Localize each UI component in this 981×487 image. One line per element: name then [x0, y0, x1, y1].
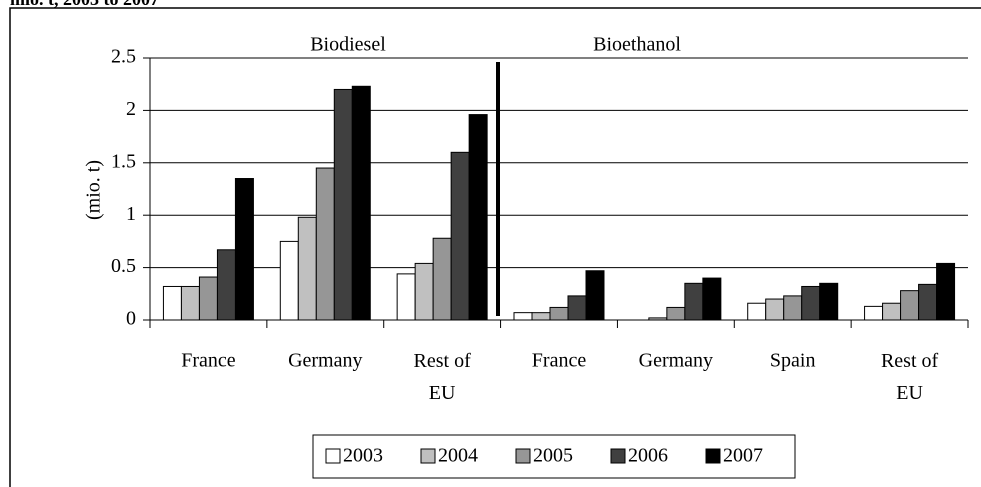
annotation: Biodiesel — [310, 34, 386, 56]
bar — [918, 283, 938, 321]
y-tick-label: 0 — [126, 308, 136, 330]
bar — [666, 306, 686, 321]
bar — [864, 305, 884, 321]
bar — [162, 285, 182, 321]
legend-label: 2004 — [438, 445, 478, 467]
bar — [702, 277, 722, 321]
bar — [549, 306, 569, 321]
chart-title: mio. t, 2003 to 2007 — [10, 0, 159, 9]
x-tick-label: France — [532, 350, 587, 372]
bar — [531, 312, 551, 321]
bar — [513, 312, 533, 321]
legend-label: 2005 — [533, 445, 573, 467]
legend-swatch — [420, 448, 436, 464]
x-tick-label: Germany — [639, 350, 713, 372]
bar — [585, 270, 605, 321]
bar — [468, 114, 488, 321]
legend-swatch — [610, 448, 626, 464]
bar — [432, 237, 452, 321]
x-tick-label: Germany — [288, 350, 362, 372]
frame — [9, 7, 981, 487]
bar — [783, 295, 803, 321]
bar — [819, 282, 839, 321]
bar — [198, 276, 218, 321]
annotation: Bioethanol — [593, 34, 681, 56]
legend-swatch — [705, 448, 721, 464]
bar — [684, 282, 704, 321]
bar — [180, 285, 200, 321]
bar — [765, 298, 785, 321]
legend-label: 2003 — [343, 445, 383, 467]
bar — [801, 285, 821, 321]
y-axis-label: (mio. t) — [83, 160, 105, 220]
bar — [216, 249, 236, 321]
bar — [315, 167, 335, 321]
legend-swatch — [325, 448, 341, 464]
bar — [747, 302, 767, 321]
bar — [450, 151, 470, 321]
bar — [297, 216, 317, 321]
y-tick-label: 2 — [126, 98, 136, 120]
bar — [396, 273, 416, 321]
y-tick-label: 1.5 — [111, 150, 136, 172]
legend-label: 2007 — [723, 445, 763, 467]
x-tick-label: Spain — [770, 350, 816, 372]
legend-swatch — [515, 448, 531, 464]
x-tick-label: Rest of EU — [881, 350, 939, 404]
bar — [351, 85, 371, 321]
x-tick-label: France — [181, 350, 236, 372]
bar — [279, 240, 299, 321]
bar — [936, 262, 956, 321]
bar — [414, 262, 434, 321]
x-tick-label: Rest of EU — [414, 350, 472, 404]
y-tick-label: 0.5 — [111, 255, 136, 277]
y-tick-label: 1 — [126, 203, 136, 225]
legend-label: 2006 — [628, 445, 668, 467]
bar — [567, 295, 587, 321]
bar — [234, 178, 254, 321]
bar — [882, 302, 902, 321]
bar — [333, 88, 353, 321]
bar — [900, 290, 920, 321]
y-tick-label: 2.5 — [111, 46, 136, 68]
